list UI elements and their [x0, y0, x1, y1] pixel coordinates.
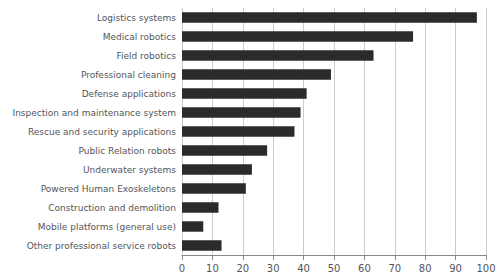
svg-text:10: 10 [206, 263, 219, 274]
svg-text:Field robotics: Field robotics [116, 51, 176, 61]
svg-text:Underwater systems: Underwater systems [83, 165, 176, 175]
svg-text:Powered Human Exoskeletons: Powered Human Exoskeletons [41, 184, 177, 194]
svg-text:Public Relation robots: Public Relation robots [79, 146, 177, 156]
svg-text:Medical robotics: Medical robotics [103, 32, 177, 42]
svg-text:0: 0 [179, 263, 185, 274]
svg-text:Logistics systems: Logistics systems [97, 13, 176, 23]
svg-text:Mobile platforms (general use): Mobile platforms (general use) [38, 222, 176, 232]
svg-text:70: 70 [388, 263, 401, 274]
svg-text:60: 60 [358, 263, 371, 274]
svg-text:20: 20 [236, 263, 249, 274]
svg-text:Inspection and maintenance sys: Inspection and maintenance system [13, 108, 177, 118]
svg-text:Professional cleaning: Professional cleaning [81, 70, 176, 80]
svg-text:100: 100 [476, 263, 495, 274]
svg-text:50: 50 [328, 263, 341, 274]
svg-text:30: 30 [267, 263, 280, 274]
svg-text:90: 90 [449, 263, 462, 274]
svg-text:40: 40 [297, 263, 310, 274]
svg-text:Other professional service rob: Other professional service robots [27, 241, 177, 251]
svg-text:80: 80 [419, 263, 432, 274]
svg-text:Defense applications: Defense applications [82, 89, 177, 99]
svg-text:Construction and demolition: Construction and demolition [48, 203, 176, 213]
svg-text:Rescue and security applicatio: Rescue and security applications [28, 127, 176, 137]
